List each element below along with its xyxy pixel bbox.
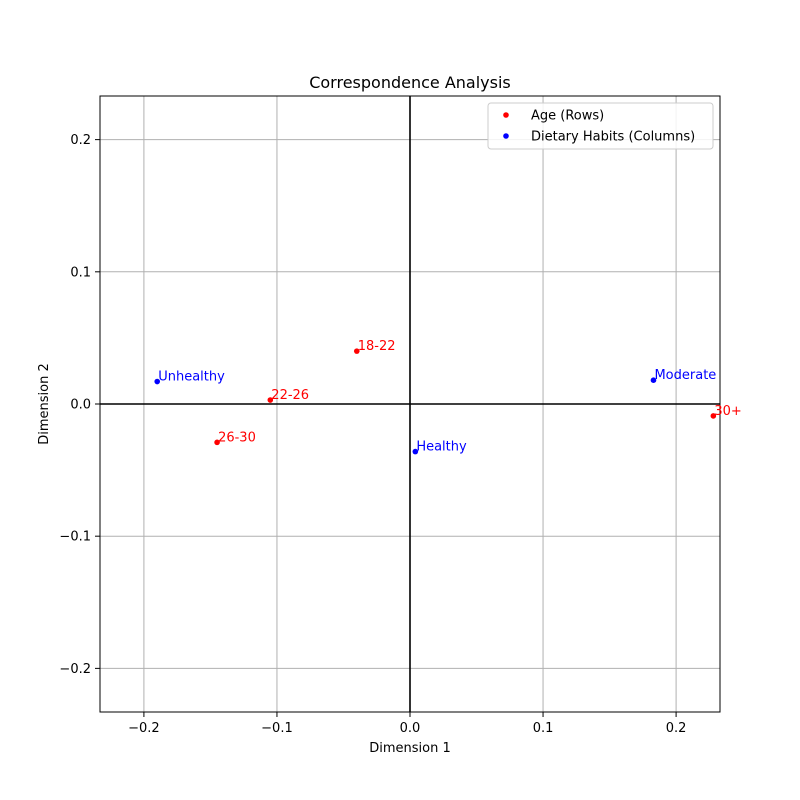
- data-point: [214, 439, 220, 446]
- x-tick-label: −0.2: [128, 721, 160, 736]
- y-tick-label: −0.2: [59, 662, 91, 677]
- data-point-label: Unhealthy: [158, 370, 225, 385]
- x-tick-label: 0.2: [666, 721, 687, 736]
- data-point: [154, 378, 161, 385]
- x-axis-title: Dimension 1: [369, 741, 451, 756]
- data-point: [353, 348, 360, 354]
- data-point-label: Moderate: [654, 368, 716, 383]
- data-point-label: Healthy: [416, 440, 467, 455]
- data-point-label: 18-22: [358, 339, 396, 354]
- legend-label: Age (Rows): [531, 109, 604, 124]
- reference-lines: [100, 96, 720, 712]
- x-axis-ticks: −0.2 −0.1 0.0 0.1 0.2: [128, 712, 686, 736]
- data-point-label: 30+: [714, 404, 741, 419]
- y-tick-label: −0.1: [59, 530, 91, 545]
- data-point: [710, 413, 717, 419]
- legend-marker: [503, 112, 509, 118]
- legend-marker: [503, 133, 509, 139]
- y-axis-title: Dimension 2: [37, 363, 52, 445]
- x-tick-label: 0.0: [400, 721, 421, 736]
- y-tick-label: 0.0: [70, 398, 91, 413]
- data-point: [412, 448, 419, 455]
- data-point: [267, 397, 274, 403]
- legend-box: [487, 102, 714, 150]
- y-axis-ticks: −0.2 −0.1 0.0 0.1 0.2: [59, 133, 100, 677]
- data-point-label: 22-26: [271, 388, 309, 403]
- y-tick-label: 0.1: [70, 265, 91, 280]
- data-point: [650, 377, 657, 384]
- data-points: 18-22 22-26 26-30 30+ Unhealthy Moderate Healt…: [154, 339, 742, 455]
- chart-title: Correspondence Analysis: [309, 73, 511, 92]
- legend: Age (Rows) Dietary Habits (Columns): [487, 102, 714, 150]
- data-point-label: 26-30: [218, 430, 256, 445]
- y-tick-label: 0.2: [70, 133, 91, 148]
- x-tick-label: −0.1: [261, 721, 293, 736]
- legend-label: Dietary Habits (Columns): [531, 130, 695, 145]
- x-tick-label: 0.1: [533, 721, 554, 736]
